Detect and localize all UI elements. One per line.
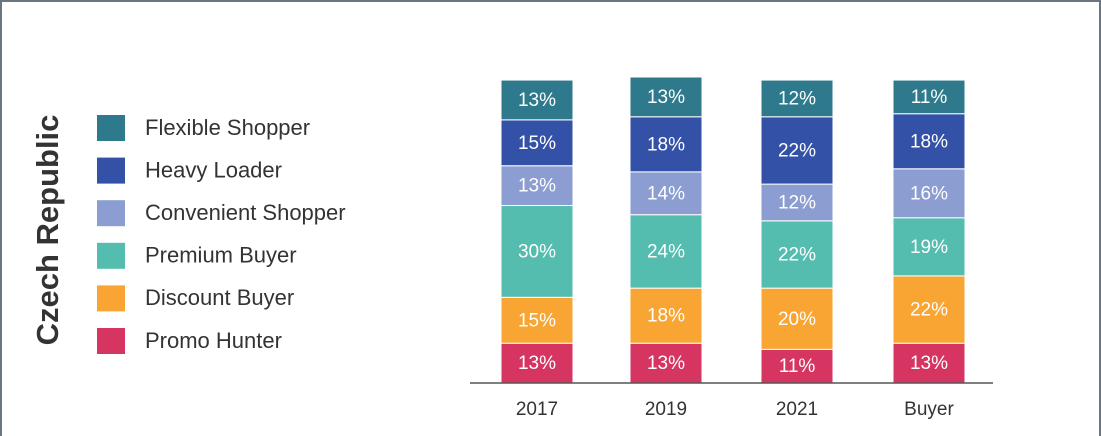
- legend-label: Premium Buyer: [145, 243, 297, 268]
- value-label: 15%: [518, 133, 556, 154]
- value-label: 30%: [518, 241, 556, 262]
- bar-segment: [892, 275, 966, 344]
- value-label: 11%: [911, 87, 948, 108]
- value-label: 15%: [518, 310, 556, 331]
- bar-segment: [500, 205, 574, 298]
- bar-segment: [500, 165, 574, 207]
- value-label: 13%: [518, 176, 556, 197]
- x-tick-label: 2017: [516, 399, 558, 420]
- legend-swatch: [97, 328, 125, 354]
- bar-segment: [629, 287, 703, 344]
- value-label: 13%: [647, 87, 685, 108]
- bar-segment: [500, 119, 574, 167]
- bar-segment: [892, 342, 966, 384]
- value-label: 16%: [910, 183, 948, 204]
- legend-swatch: [97, 285, 125, 312]
- bar-segment: [760, 183, 834, 222]
- bar-segment: [760, 79, 834, 118]
- legend-label: Convenient Shopper: [145, 200, 346, 225]
- bar-segment: [892, 217, 966, 277]
- legend-swatch: [97, 115, 125, 141]
- legend-label: Heavy Loader: [145, 157, 282, 182]
- legend-label: Promo Hunter: [145, 328, 282, 353]
- value-label: 18%: [910, 131, 948, 152]
- value-label: 18%: [647, 306, 685, 327]
- bar-segment: [892, 168, 966, 219]
- bar-segment: [629, 116, 703, 173]
- value-label: 19%: [910, 237, 948, 258]
- legend-swatch: [97, 242, 125, 269]
- bar-segment: [500, 296, 574, 344]
- value-label: 13%: [647, 353, 685, 374]
- x-tick-label: 2019: [645, 399, 687, 420]
- x-tick-label: 2021: [776, 399, 818, 420]
- legend-swatch: [97, 200, 125, 227]
- value-label: 20%: [778, 309, 816, 330]
- legend-swatch: [97, 157, 125, 184]
- value-label: 22%: [778, 140, 816, 161]
- value-label: 14%: [647, 183, 685, 204]
- x-tick-label: Buyer: [904, 399, 954, 420]
- value-label: 13%: [518, 90, 556, 111]
- bar-segment: [892, 79, 966, 115]
- value-label: 12%: [778, 88, 816, 109]
- bar-segment: [760, 220, 834, 289]
- value-label: 22%: [778, 244, 816, 265]
- bar-segment: [500, 79, 574, 121]
- value-label: 12%: [778, 192, 816, 213]
- legend-label: Discount Buyer: [145, 285, 294, 310]
- bar-segment: [629, 76, 703, 118]
- value-label: 13%: [518, 353, 556, 374]
- bar-segment: [629, 214, 703, 289]
- bar-segment: [760, 116, 834, 185]
- value-label: 18%: [647, 134, 685, 155]
- value-label: 11%: [779, 356, 816, 377]
- bar-segment: [629, 342, 703, 384]
- bar-segment: [500, 342, 574, 384]
- value-label: 13%: [910, 353, 948, 374]
- value-label: 24%: [647, 241, 685, 262]
- value-label: 22%: [910, 300, 948, 321]
- chart-title: Czech Republic: [30, 115, 65, 346]
- legend-label: Flexible Shopper: [145, 115, 310, 140]
